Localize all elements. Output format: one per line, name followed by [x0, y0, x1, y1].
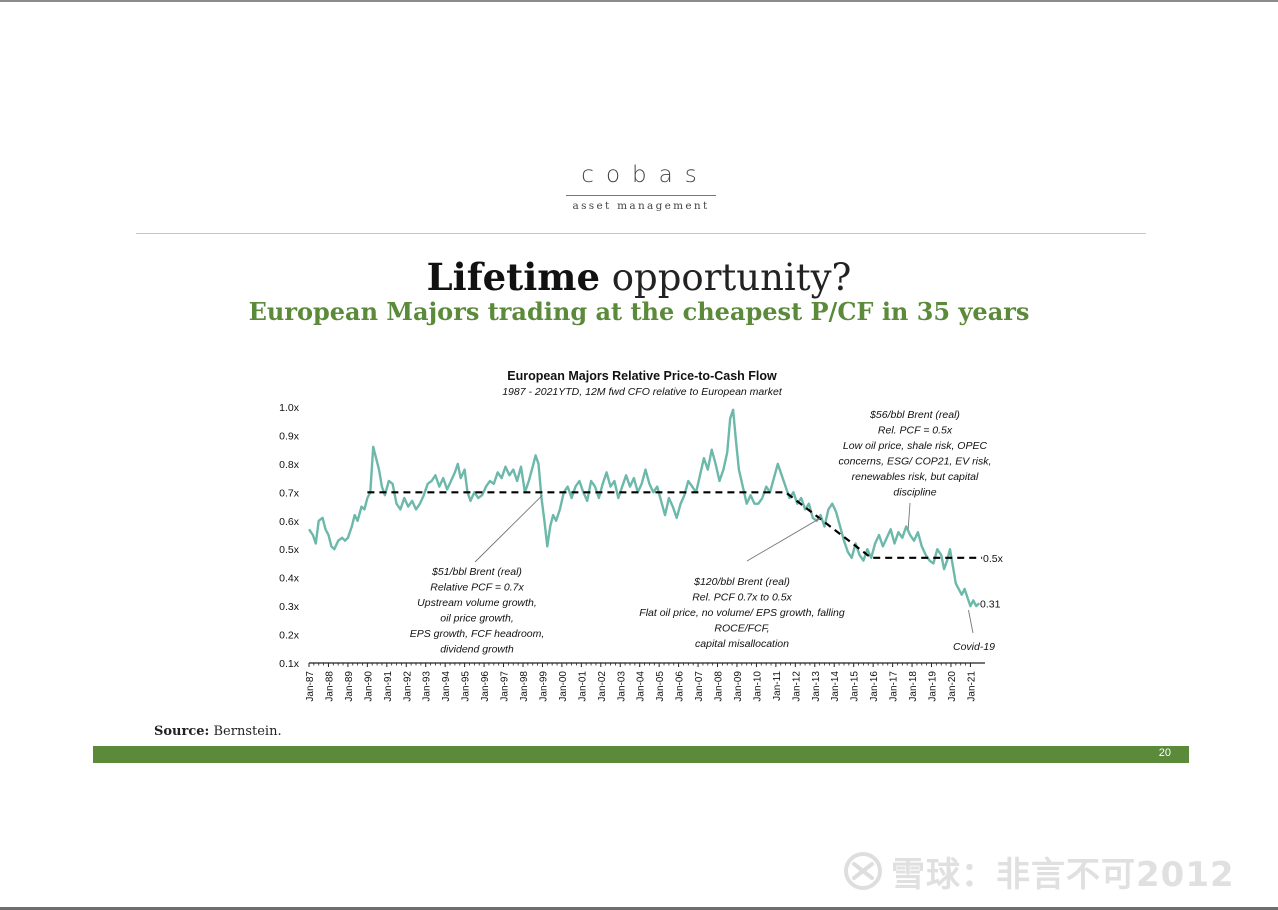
logo-divider: [566, 195, 716, 196]
source-note: Source: Bernstein.: [154, 724, 282, 739]
x-tick-label: Jan-07: [694, 671, 705, 702]
y-tick-label: 0.5x: [279, 544, 300, 556]
watermark: 雪球：非言不可2012: [843, 846, 1243, 896]
x-tick-label: Jan-99: [538, 671, 549, 702]
y-tick-label: 0.3x: [279, 601, 300, 613]
x-tick-label: Jan-19: [928, 671, 939, 702]
x-axis: Jan-87 Jan-88 Jan-89 Jan-90 Jan-91 Jan-92 Jan-…: [305, 662, 985, 702]
x-tick-label: Jan-10: [752, 671, 763, 702]
x-tick-label: Jan-03: [616, 671, 627, 702]
annotation: $56/bbl Brent (real) Rel. PCF = 0.5x Low o…: [839, 409, 992, 530]
covid-pointer: [968, 610, 974, 634]
annotation-line: renewables risk, but capital: [852, 471, 979, 483]
annotation: $51/bbl Brent (real) Relative PCF = 0.7x U…: [410, 494, 545, 656]
x-tick-label: Jan-87: [305, 671, 316, 702]
y-tick-label: 0.8x: [279, 459, 300, 471]
x-tick-label: Jan-96: [480, 671, 491, 702]
end-label-trend: 0.5x: [983, 553, 1004, 565]
y-tick-label: 1.0x: [279, 402, 300, 414]
x-tick-label: Jan-06: [675, 671, 686, 702]
x-tick-label: Jan-91: [383, 671, 394, 702]
annotation-line: Low oil price, shale risk, OPEC: [843, 440, 988, 452]
x-tick-label: Jan-20: [947, 671, 958, 702]
y-tick-label: 0.6x: [279, 516, 300, 528]
y-tick-label: 0.9x: [279, 430, 300, 442]
x-tick-label: Jan-16: [869, 671, 880, 702]
annotation-line: Upstream volume growth,: [417, 597, 537, 609]
x-tick-label: Jan-11: [772, 671, 783, 701]
header-divider: [136, 233, 1146, 234]
slide-subtitle: European Majors trading at the cheapest …: [248, 297, 1030, 326]
bottom-border: [0, 907, 1278, 910]
y-tick-label: 0.4x: [279, 573, 300, 585]
source-text: Bernstein.: [213, 724, 282, 739]
logo-tagline: asset management: [572, 200, 710, 212]
annotation-line: $120/bbl Brent (real): [693, 576, 790, 588]
plot-area: [308, 408, 983, 608]
x-tick-label: Jan-97: [500, 671, 511, 702]
annotation-line: Relative PCF = 0.7x: [430, 582, 524, 594]
trend-dashed-line: [367, 491, 983, 559]
annotation-pointer: [907, 502, 911, 530]
annotation-line: Rel. PCF 0.7x to 0.5x: [692, 592, 792, 604]
annotations: $51/bbl Brent (real) Relative PCF = 0.7x U…: [410, 409, 1004, 656]
x-tick-label: Jan-18: [908, 671, 919, 702]
y-axis: 1.0x 0.9x 0.8x 0.7x 0.6x 0.5x 0.4x 0.3x 0.2x 0.1x: [279, 402, 300, 670]
x-tick-label: Jan-89: [344, 671, 355, 702]
annotation-line: EPS growth, FCF headroom,: [410, 628, 545, 640]
x-tick-label: Jan-08: [714, 671, 725, 702]
page-number: 20: [1158, 747, 1171, 759]
annotation: $120/bbl Brent (real) Rel. PCF 0.7x to 0.…: [639, 517, 845, 650]
end-label-latest: 0.31: [980, 598, 1001, 610]
annotation-pointer: [474, 494, 543, 563]
covid-callout: Covid-19: [953, 641, 995, 653]
annotation-line: Flat oil price, no volume/ EPS growth, f…: [639, 607, 845, 619]
x-tick-label: Jan-14: [830, 671, 841, 702]
slide-title-light: opportunity?: [611, 256, 852, 299]
x-tick-label: Jan-04: [636, 671, 647, 702]
x-tick-label: Jan-12: [791, 671, 802, 702]
x-tick-label: Jan-13: [811, 671, 822, 702]
annotation-line: concerns, ESG/ COP21, EV risk,: [839, 456, 992, 468]
x-tick-label: Jan-98: [519, 671, 530, 702]
chart-title: European Majors Relative Price-to-Cash F…: [507, 369, 777, 383]
annotation-line: $56/bbl Brent (real): [869, 409, 960, 421]
x-tick-label: Jan-93: [422, 671, 433, 702]
x-tick-label: Jan-94: [441, 671, 452, 702]
xueqiu-logo-icon: [844, 852, 882, 890]
x-tick-label: Jan-00: [558, 671, 569, 702]
annotation-line: Rel. PCF = 0.5x: [878, 425, 953, 437]
x-tick-label: Jan-95: [461, 671, 472, 702]
annotation-line: dividend growth: [440, 644, 514, 656]
x-tick-label: Jan-92: [402, 671, 413, 702]
x-tick-label: Jan-05: [655, 671, 666, 702]
x-tick-label: Jan-09: [733, 671, 744, 702]
x-tick-label: Jan-01: [577, 671, 588, 702]
x-tick-label: Jan-90: [363, 671, 374, 702]
y-tick-label: 0.2x: [279, 630, 300, 642]
source-label: Source:: [154, 724, 210, 739]
x-tick-label: Jan-17: [889, 671, 900, 702]
y-tick-label: 0.7x: [279, 487, 300, 499]
x-tick-label: Jan-21: [966, 671, 977, 702]
x-tick-label: Jan-88: [324, 671, 335, 702]
x-tick-label: Jan-15: [850, 671, 861, 702]
logo-wordmark: cobas: [581, 162, 709, 188]
slide-title: Lifetime opportunity?: [0, 254, 1278, 301]
footer-bar: 20: [93, 746, 1189, 763]
annotation-line: discipline: [893, 487, 936, 499]
annotation-line: oil price growth,: [440, 613, 514, 625]
annotation-line: capital misallocation: [695, 638, 789, 650]
chart-subtitle: 1987 - 2021YTD, 12M fwd CFO relative to …: [502, 386, 783, 398]
annotation-line: $51/bbl Brent (real): [431, 566, 522, 578]
top-border: [0, 0, 1278, 2]
annotation-pointer: [746, 517, 821, 562]
slide-title-bold: Lifetime: [426, 255, 600, 299]
annotation-line: ROCE/FCF,: [714, 623, 769, 635]
y-tick-label: 0.1x: [279, 658, 300, 670]
x-tick-label: Jan-02: [597, 671, 608, 702]
watermark-text: 雪球：非言不可2012: [891, 854, 1235, 895]
